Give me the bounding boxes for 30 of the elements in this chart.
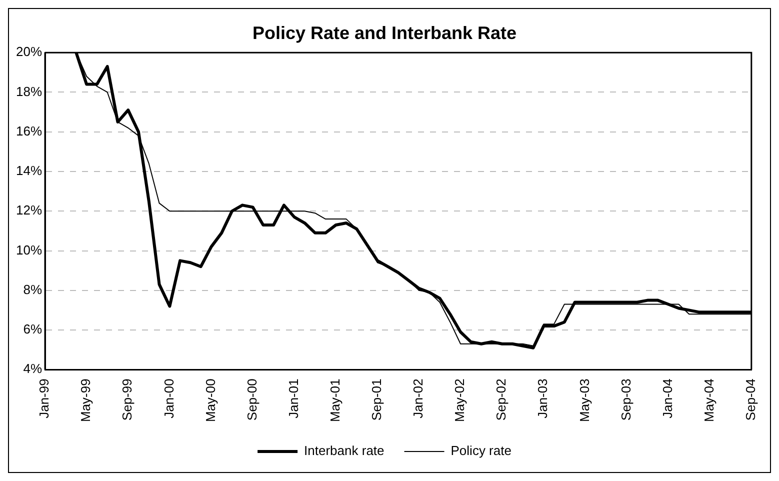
x-tick-label: Jan-02 bbox=[410, 378, 426, 418]
y-tick-label: 8% bbox=[23, 282, 42, 297]
chart-title: Policy Rate and Interbank Rate bbox=[252, 22, 517, 43]
x-tick-label: Sep-04 bbox=[742, 378, 758, 421]
x-tick-label: Sep-02 bbox=[494, 378, 509, 421]
x-tick-label: Sep-99 bbox=[120, 378, 135, 421]
y-tick-label: 16% bbox=[16, 123, 42, 138]
x-tick-label: Sep-01 bbox=[369, 378, 384, 421]
x-tick-label: May-00 bbox=[202, 378, 218, 422]
x-tick-label: May-03 bbox=[576, 378, 592, 422]
x-tick-label: May-04 bbox=[701, 378, 716, 422]
x-tick-label: Jan-01 bbox=[286, 378, 301, 418]
legend-label: Policy rate bbox=[450, 443, 512, 458]
y-tick-label: 10% bbox=[16, 242, 42, 258]
legend-label: Interbank rate bbox=[304, 443, 384, 458]
x-tick-label: May-02 bbox=[452, 378, 468, 422]
x-tick-label: Jan-04 bbox=[660, 378, 675, 418]
y-tick-label: 14% bbox=[16, 163, 42, 178]
y-tick-label: 18% bbox=[16, 84, 42, 99]
x-tick-label: Jan-03 bbox=[535, 378, 550, 418]
x-tick-label: Jan-00 bbox=[161, 378, 176, 418]
y-tick-label: 4% bbox=[23, 361, 42, 376]
y-tick-label: 6% bbox=[23, 322, 42, 337]
x-tick-label: Sep-00 bbox=[244, 378, 260, 421]
x-tick-label: May-99 bbox=[78, 378, 94, 422]
x-tick-label: Jan-99 bbox=[36, 378, 52, 418]
x-tick-label: Sep-03 bbox=[618, 378, 634, 421]
y-tick-label: 12% bbox=[16, 202, 42, 218]
y-tick-label: 20% bbox=[16, 44, 42, 60]
x-tick-label: May-01 bbox=[327, 378, 342, 422]
